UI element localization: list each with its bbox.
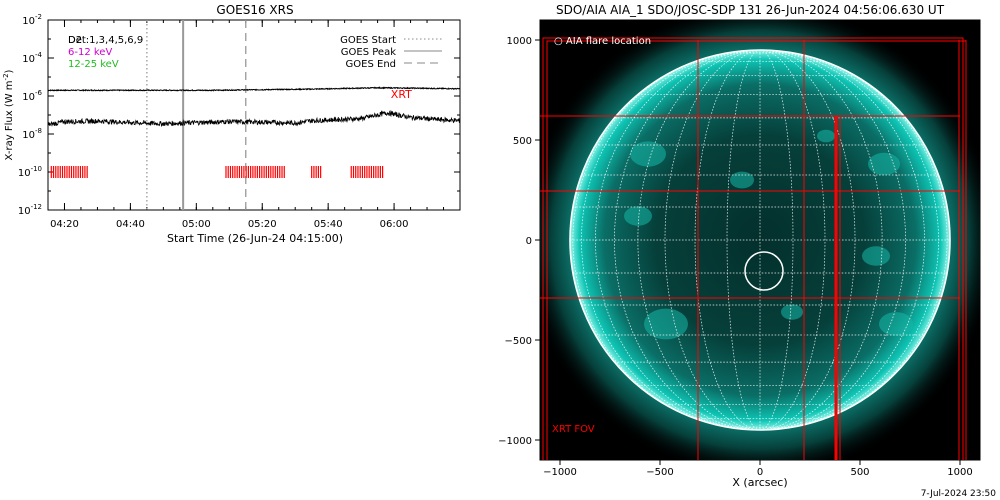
longitude-line [759, 49, 826, 431]
active-region [630, 141, 666, 167]
series-line [47, 110, 461, 128]
heliographic-grid [570, 49, 950, 431]
active-region [868, 152, 900, 176]
image-x-axis-label: X (arcsec) [732, 476, 787, 489]
active-region [781, 304, 803, 320]
y-tick-base: 10 [22, 130, 35, 141]
active-regions [624, 129, 913, 340]
legend-right-item: GOES Start [340, 35, 396, 46]
image-y-tick-label: −500 [505, 336, 532, 347]
y-axis-label-text: X-ray Flux (W m [4, 80, 15, 160]
y-tick-base: 10 [18, 168, 31, 179]
active-region [624, 206, 652, 226]
goes-xrs-plot: GOES16 XRS 10-210-410-610-810-1010-1204:… [2, 3, 461, 245]
image-x-tick-label: 500 [850, 467, 869, 478]
xrt-interval [50, 166, 88, 178]
chart-title: GOES16 XRS [216, 3, 293, 17]
longitude-line [664, 49, 761, 431]
xrt-label: XRT [391, 88, 412, 101]
legend-left-item: 12-25 keV [68, 59, 119, 70]
image-x-tick-label: −500 [646, 467, 673, 478]
y-tick-exp: -4 [35, 51, 43, 59]
xrt-interval [225, 166, 285, 178]
active-region [879, 312, 913, 336]
y-axis-label-close: ) [4, 69, 15, 73]
x-tick-label: 05:00 [182, 219, 211, 230]
longitude-line [759, 49, 939, 431]
y-tick-exp: -2 [35, 13, 42, 21]
y-tick-base: 10 [22, 16, 35, 27]
image-y-tick-label: 0 [526, 236, 532, 247]
y-tick-label: 10-8 [22, 127, 42, 141]
y-tick-exp: -8 [35, 127, 42, 135]
longitude-line [595, 49, 761, 431]
y-axis-label-unit-sup: -2 [2, 73, 10, 80]
flare-location-marker [744, 251, 784, 291]
legend-left-item: Det:1,3,4,5,6,9 [68, 35, 143, 46]
active-region [644, 308, 688, 340]
image-frame [539, 19, 981, 461]
active-region [817, 129, 835, 143]
x-axis-label: Start Time (26-Jun-24 04:15:00) [167, 232, 343, 245]
image-clip-group [540, 20, 980, 460]
y-tick-label: 10-6 [22, 89, 42, 103]
image-y-tick-label: 1000 [507, 36, 532, 47]
longitude-line [694, 49, 761, 431]
legend-left-overprint: D2 [68, 35, 82, 46]
active-region [730, 171, 754, 189]
xrt-fov [540, 37, 967, 460]
y-tick-label: 10-12 [18, 203, 42, 217]
legend-left-item: 6-12 keV [68, 47, 112, 58]
xrt-fov-box [546, 40, 967, 460]
image-x-tick-label: 0 [757, 467, 763, 478]
legend-right-item: GOES Peak [341, 47, 396, 58]
y-tick-base: 10 [22, 92, 35, 103]
y-tick-base: 10 [18, 206, 31, 217]
image-x-tick-label: −1000 [543, 467, 577, 478]
footer-date: 7-Jul-2024 23:50 [921, 489, 997, 499]
y-tick-exp: -6 [35, 89, 43, 97]
xrt-interval [311, 166, 322, 178]
y-tick-base: 10 [22, 54, 35, 65]
longitude-line [614, 49, 761, 431]
legend-right-item: GOES End [346, 59, 396, 70]
longitude-line [759, 49, 925, 431]
x-tick-label: 04:20 [50, 219, 79, 230]
longitude-line [572, 49, 761, 431]
longitude-line [759, 49, 883, 431]
y-tick-label: 10-10 [18, 165, 42, 179]
solar-disk [570, 50, 950, 430]
image-content: ○ AIA flare location XRT FOV −1000 −500 0 500… [498, 20, 980, 478]
longitude-line [637, 49, 761, 431]
y-tick-exp: -10 [31, 165, 42, 173]
active-region [862, 246, 890, 266]
y-tick-label: 10-2 [22, 13, 42, 27]
longitude-line [759, 49, 948, 431]
x-tick-label: 04:40 [116, 219, 145, 230]
xrt-fov-box [542, 37, 964, 460]
longitude-line [581, 49, 761, 431]
longitude-line [726, 49, 761, 431]
xrt-fov-label: XRT FOV [552, 424, 595, 435]
x-tick-label: 05:40 [314, 219, 343, 230]
image-title: SDO/AIA AIA_1 SDO/JOSC-SDP 131 26-Jun-20… [556, 3, 945, 17]
image-x-tick-label: 1000 [947, 467, 972, 478]
solar-limb [569, 49, 951, 431]
xrt-interval [350, 166, 384, 178]
image-y-tick-label: −1000 [498, 436, 532, 447]
longitude-line [759, 49, 906, 431]
y-axis-label: X-ray Flux (W m-2) [2, 69, 15, 160]
y-tick-exp: -12 [31, 203, 42, 211]
longitude-line [759, 49, 794, 431]
longitude-line [759, 49, 856, 431]
solar-corona [540, 20, 980, 460]
x-tick-label: 06:00 [380, 219, 409, 230]
series-line [47, 86, 461, 92]
image-y-tick-label: 500 [513, 136, 532, 147]
flare-legend: ○ AIA flare location [554, 36, 651, 47]
x-tick-label: 05:20 [248, 219, 277, 230]
y-tick-label: 10-4 [22, 51, 42, 65]
